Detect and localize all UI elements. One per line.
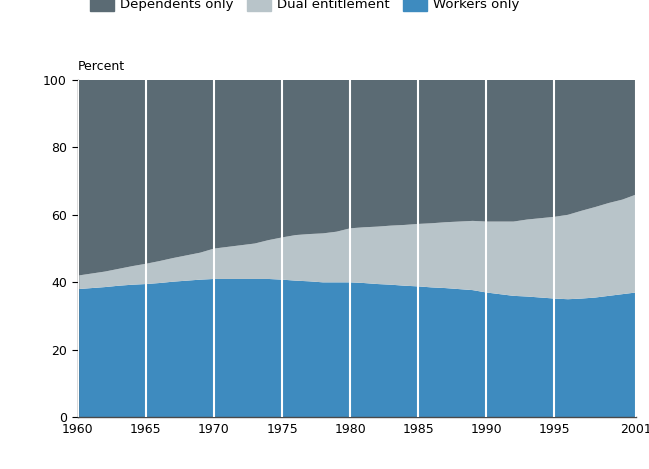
Legend: Dependents only, Dual entitlement, Workers only: Dependents only, Dual entitlement, Worke…	[84, 0, 525, 16]
Text: Percent: Percent	[78, 60, 125, 73]
